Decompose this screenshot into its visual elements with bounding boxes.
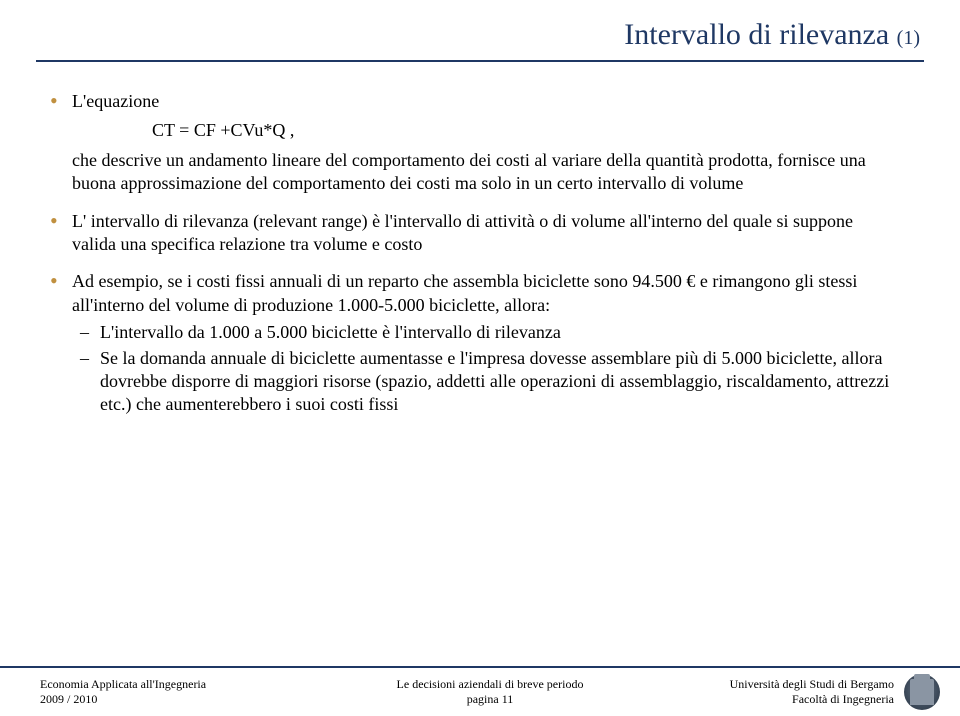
- footer-right-line1: Università degli Studi di Bergamo: [730, 677, 894, 692]
- footer-left: Economia Applicata all'Ingegneria 2009 /…: [40, 677, 340, 707]
- bullet-1: L'equazione CT = CF +CVu*Q , che descriv…: [72, 90, 900, 196]
- title-sub: (1): [897, 27, 920, 49]
- bullet-3-intro: Ad esempio, se i costi fissi annuali di …: [72, 271, 857, 314]
- equation: CT = CF +CVu*Q ,: [152, 119, 900, 142]
- sub-bullet-2: Se la domanda annuale di biciclette aume…: [100, 347, 900, 417]
- slide: Intervallo di rilevanza (1) L'equazione …: [0, 0, 960, 716]
- slide-title: Intervallo di rilevanza (1): [624, 18, 920, 51]
- bullet-3: Ad esempio, se i costi fissi annuali di …: [72, 270, 900, 416]
- bullet-3-sublist: L'intervallo da 1.000 a 5.000 biciclette…: [72, 321, 900, 417]
- footer-right-text: Università degli Studi di Bergamo Facolt…: [730, 677, 894, 707]
- footer-right: Università degli Studi di Bergamo Facolt…: [640, 674, 940, 710]
- title-area: Intervallo di rilevanza (1): [0, 0, 960, 60]
- sub-bullet-1: L'intervallo da 1.000 a 5.000 biciclette…: [100, 321, 900, 344]
- bullet-1-intro: L'equazione: [72, 91, 159, 111]
- university-seal-icon: [904, 674, 940, 710]
- footer-left-line1: Economia Applicata all'Ingegneria: [40, 677, 340, 692]
- footer-right-line2: Facoltà di Ingegneria: [730, 692, 894, 707]
- footer-mid-line2: pagina 11: [340, 692, 640, 707]
- bullet-2-text: L' intervallo di rilevanza (relevant ran…: [72, 211, 853, 254]
- footer-mid-line1: Le decisioni aziendali di breve periodo: [340, 677, 640, 692]
- content-area: L'equazione CT = CF +CVu*Q , che descriv…: [0, 62, 960, 417]
- footer: Economia Applicata all'Ingegneria 2009 /…: [0, 666, 960, 716]
- footer-middle: Le decisioni aziendali di breve periodo …: [340, 677, 640, 707]
- bullet-1-continuation: che descrive un andamento lineare del co…: [72, 149, 900, 196]
- bullet-2: L' intervallo di rilevanza (relevant ran…: [72, 210, 900, 257]
- title-main: Intervallo di rilevanza: [624, 18, 889, 51]
- footer-left-line2: 2009 / 2010: [40, 692, 340, 707]
